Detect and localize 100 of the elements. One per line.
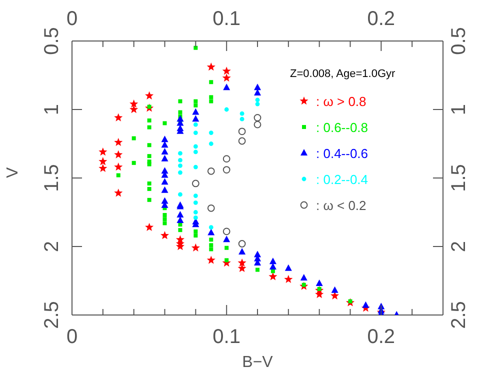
point	[254, 114, 262, 122]
point	[147, 118, 152, 122]
point	[238, 128, 246, 136]
point	[178, 151, 182, 156]
point	[209, 243, 214, 248]
point	[209, 80, 214, 84]
point	[161, 154, 168, 162]
point	[194, 103, 198, 108]
point	[206, 256, 216, 264]
point	[193, 122, 198, 127]
point	[130, 105, 138, 114]
point	[362, 301, 370, 308]
point	[331, 286, 338, 293]
point	[193, 210, 198, 214]
point	[255, 102, 260, 106]
point	[192, 180, 200, 188]
point	[191, 243, 200, 252]
x2-tick-label: 0.1	[212, 8, 240, 30]
point	[162, 212, 167, 217]
point	[147, 162, 152, 166]
point	[224, 258, 229, 262]
point	[223, 84, 230, 90]
point	[300, 274, 308, 281]
legend-label: : ω < 0.2	[316, 198, 366, 212]
point	[160, 231, 170, 240]
point	[178, 158, 182, 162]
y2-tick-label: 2.5	[448, 301, 470, 329]
point	[98, 147, 108, 156]
legend-label: : 0.2--0.4	[316, 172, 368, 186]
point	[178, 110, 182, 114]
y2-tick-label: 0.5	[448, 27, 470, 55]
point	[194, 99, 198, 104]
point	[98, 164, 108, 172]
point	[222, 66, 231, 75]
y-tick-label: 0.5	[41, 27, 63, 55]
legend-label: : 0.4--0.6	[316, 146, 368, 160]
y2-tick-label: 1.5	[448, 164, 470, 192]
point	[147, 181, 152, 186]
point	[114, 150, 123, 158]
point	[254, 89, 261, 96]
point	[194, 46, 198, 50]
y2-tick-label: 2	[448, 240, 470, 252]
point	[193, 216, 198, 220]
point	[268, 272, 278, 280]
point	[114, 188, 123, 197]
point	[209, 95, 214, 100]
point	[147, 125, 152, 130]
x2-tick-label: 0	[66, 8, 78, 30]
point	[161, 141, 168, 148]
point	[238, 248, 246, 254]
x-tick-label: 0	[66, 326, 78, 348]
point	[162, 221, 167, 226]
point	[194, 229, 198, 234]
point	[161, 148, 168, 154]
point	[208, 225, 214, 230]
point	[192, 115, 200, 122]
point	[209, 238, 214, 242]
y2-tick-label: 1	[448, 104, 470, 116]
point	[114, 162, 123, 171]
point	[178, 192, 182, 197]
point	[161, 136, 168, 142]
point	[193, 200, 198, 205]
point	[209, 247, 214, 252]
point	[222, 155, 230, 163]
point	[132, 160, 136, 165]
point	[284, 264, 292, 271]
y-tick-label: 1	[41, 104, 63, 116]
point	[207, 204, 215, 212]
point	[222, 73, 231, 82]
point	[147, 154, 152, 158]
y-tick-label: 2	[41, 240, 63, 252]
point	[254, 120, 262, 128]
x-tick-label: 0.1	[212, 326, 240, 348]
point	[284, 274, 293, 284]
point	[176, 210, 184, 218]
point	[147, 143, 152, 148]
point	[269, 263, 276, 270]
point	[147, 186, 152, 191]
point	[224, 246, 229, 250]
point	[145, 222, 154, 231]
point	[238, 240, 246, 248]
point	[130, 100, 138, 108]
point	[269, 258, 276, 264]
point	[192, 108, 200, 115]
point	[240, 111, 244, 116]
point	[208, 142, 214, 146]
point	[193, 164, 198, 170]
point	[161, 178, 168, 185]
point	[132, 136, 136, 140]
point	[114, 138, 123, 146]
point	[238, 258, 246, 267]
point	[222, 166, 230, 174]
point	[238, 264, 246, 272]
point	[208, 130, 214, 135]
y-axis-title: V	[4, 167, 22, 178]
point	[193, 144, 198, 149]
point	[162, 121, 167, 126]
point	[240, 116, 244, 122]
x-axis-title: B−V	[242, 354, 274, 371]
point	[98, 157, 108, 166]
